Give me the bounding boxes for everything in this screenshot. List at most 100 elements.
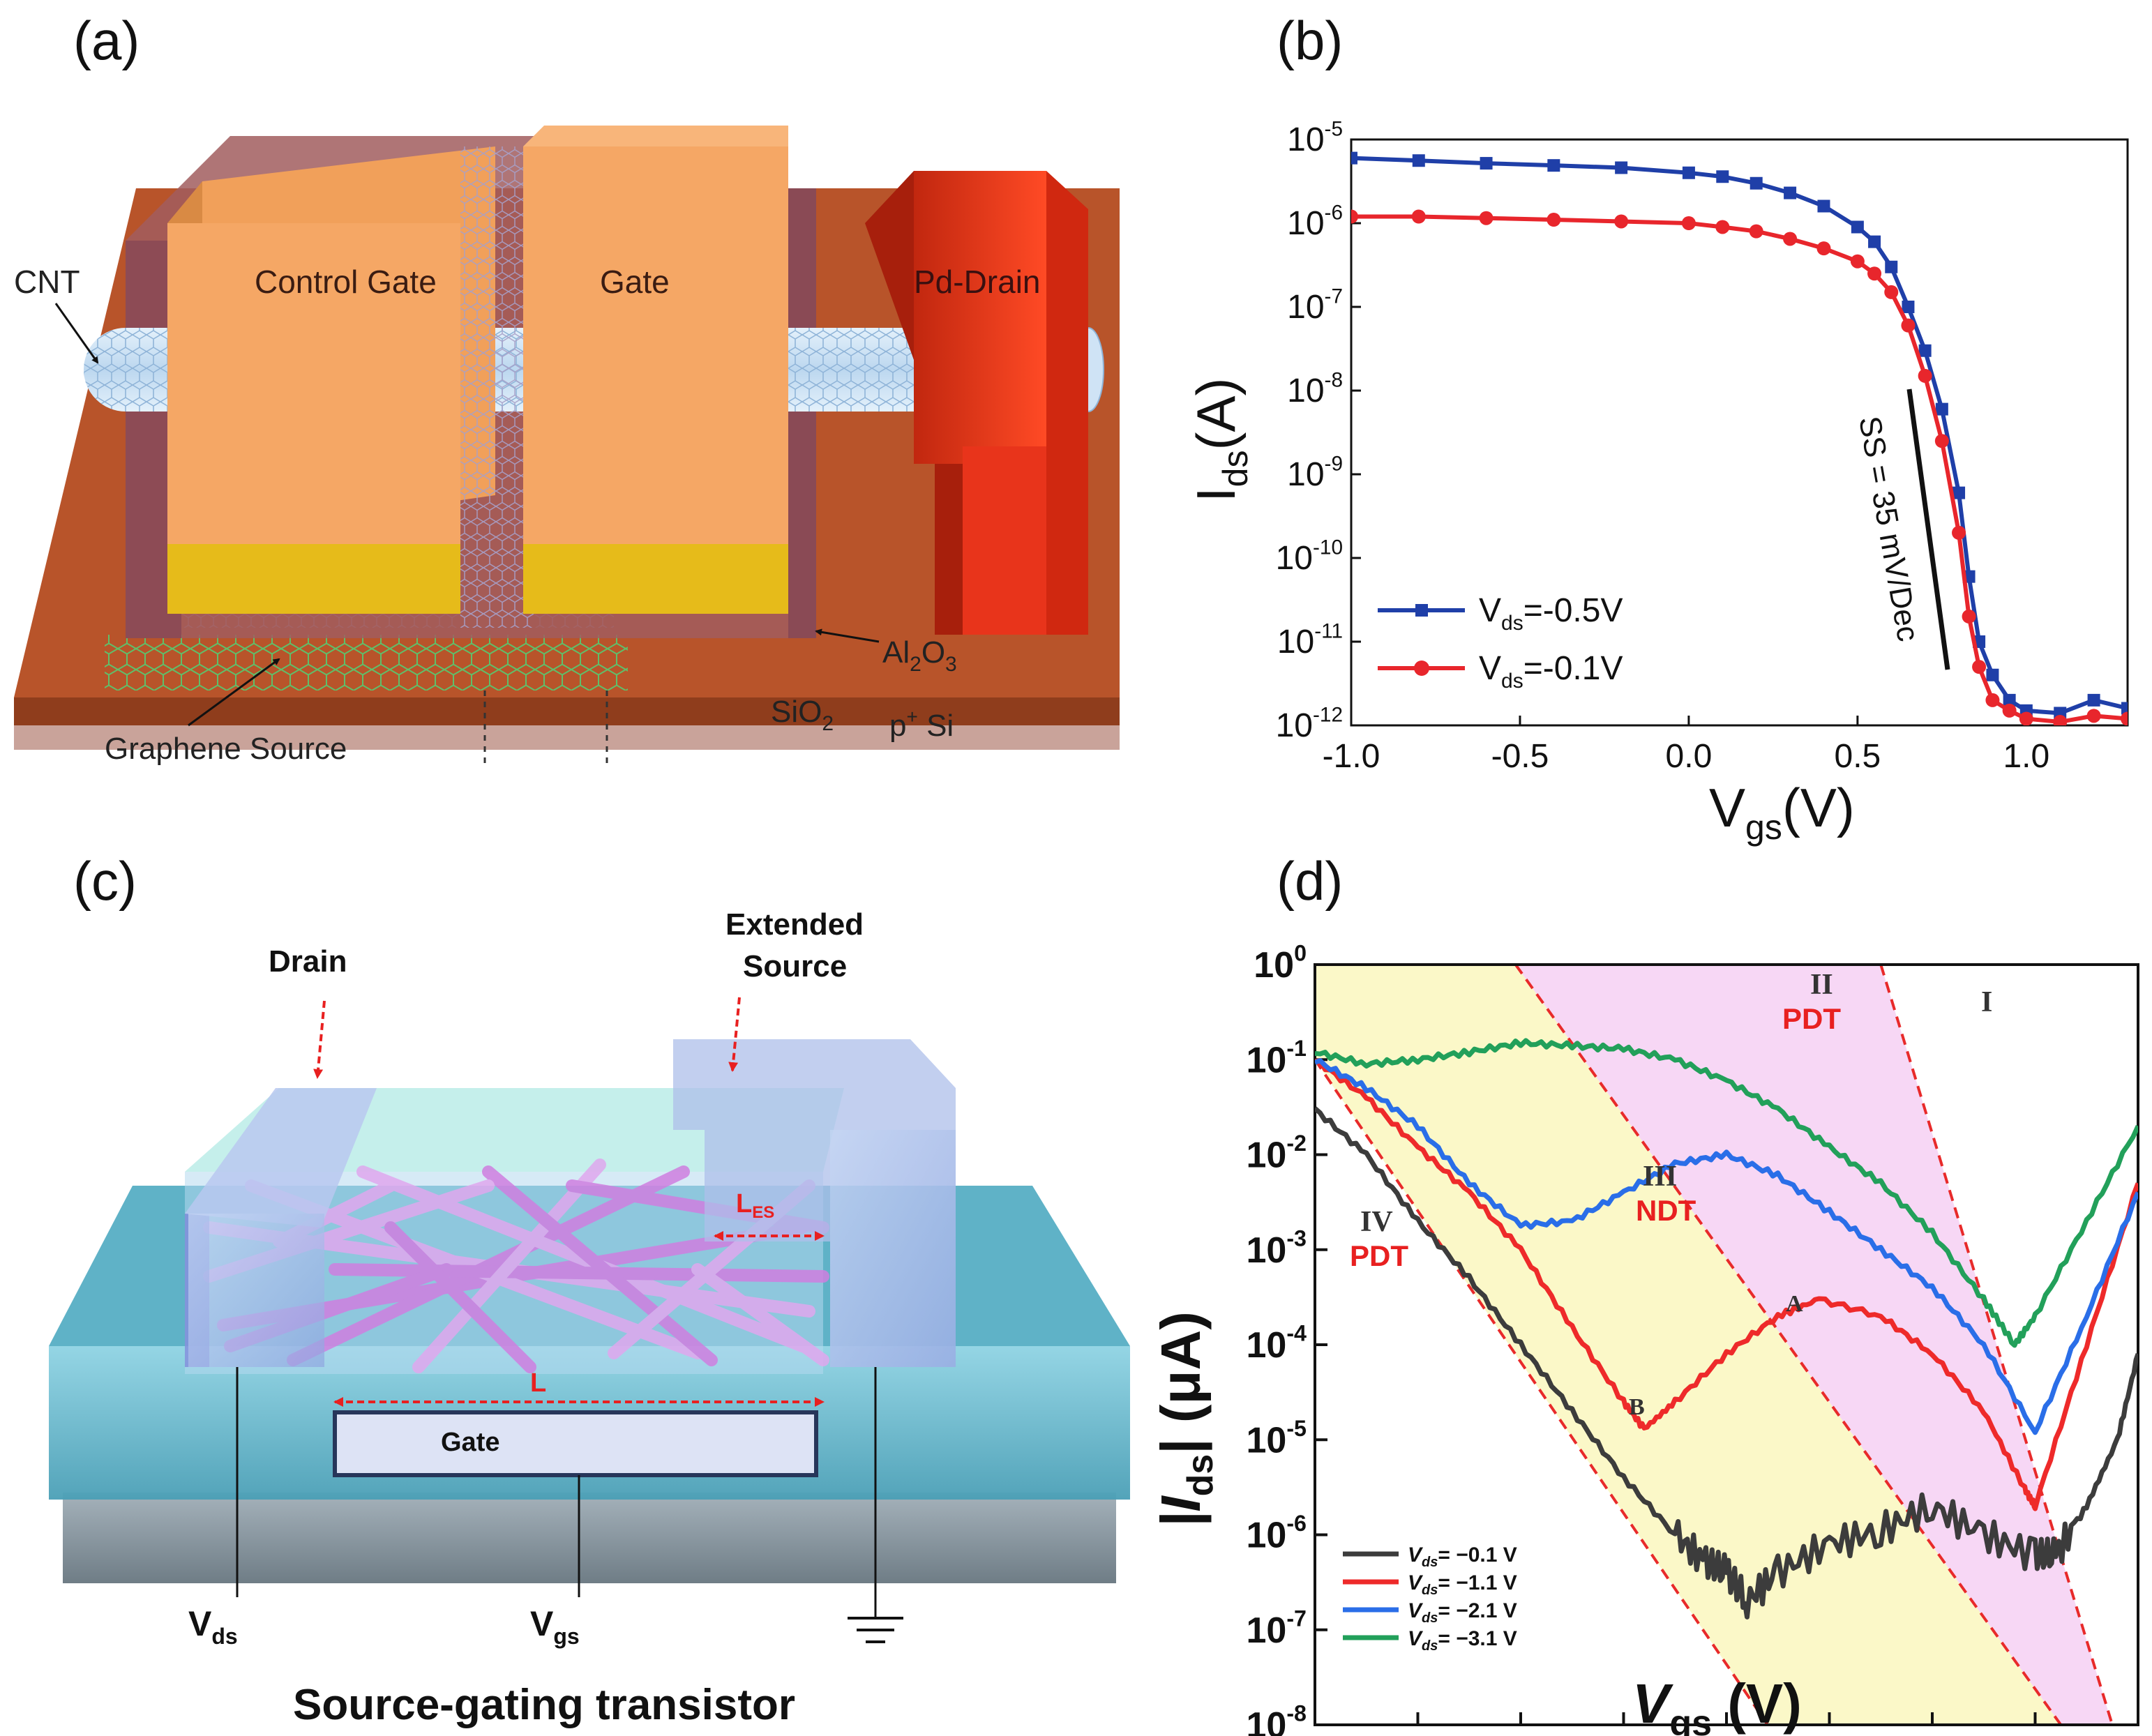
cnt-strand xyxy=(329,1263,829,1283)
region-boundary-3 xyxy=(1879,965,2114,1725)
data-point-b-2 xyxy=(1547,213,1561,227)
data-point-b-2 xyxy=(1962,609,1976,624)
gate-electrode xyxy=(333,1410,818,1477)
gate xyxy=(523,126,788,614)
data-point-b-2 xyxy=(1884,285,1899,299)
data-point-b-1 xyxy=(1784,186,1797,199)
cnt-strand xyxy=(412,1158,606,1373)
region-label-i: I xyxy=(1981,986,1992,1018)
gate-label: Gate xyxy=(600,264,670,300)
graphene-source xyxy=(105,635,628,690)
chart-b-frame xyxy=(1350,138,2129,727)
legend-label-d-4: Vds= −3.1 V xyxy=(1408,1627,1517,1654)
cnt-strand xyxy=(691,1263,829,1366)
sio2-front xyxy=(14,697,1120,725)
legend-marker-b-1 xyxy=(1415,604,1428,617)
series-line-d-4 xyxy=(1315,1038,2138,1348)
data-point-b-2 xyxy=(1614,214,1629,229)
data-point-b-2 xyxy=(1351,209,1358,224)
data-point-b-1 xyxy=(1918,344,1932,357)
drain-label: Drain xyxy=(269,944,347,979)
region-boundary-1 xyxy=(1315,1059,1769,1725)
chart-d-plot xyxy=(1315,1038,2138,1620)
series-line-d-2 xyxy=(1315,1058,2138,1511)
y-axis-label-b: Ids(A) xyxy=(1185,378,1255,502)
vgs-label: Vgs xyxy=(530,1604,580,1649)
data-point-b-2 xyxy=(2053,715,2068,725)
data-point-b-1 xyxy=(1351,151,1357,165)
point-a-label: A xyxy=(1786,1291,1803,1317)
panel-b: (b) -1.0 -0.5 0.0 0.5 1.0 10-5 10-6 10-7 10-8 10-… xyxy=(1185,10,2129,847)
y-axis-label-d: |Ids| (μA) xyxy=(1150,1311,1221,1527)
data-point-b-2 xyxy=(1749,224,1763,239)
extended-source-block xyxy=(673,1039,956,1367)
data-point-b-1 xyxy=(1902,301,1915,313)
sio2-label: SiO2 xyxy=(771,695,834,735)
les-label: LES xyxy=(736,1189,774,1222)
data-point-b-1 xyxy=(1868,235,1881,248)
y-tick-label-d: 10-2 xyxy=(1246,1131,1307,1175)
ground-symbol xyxy=(848,1617,903,1643)
y-tick-label-b: 10-11 xyxy=(1277,619,1343,661)
legend-label-b-2: Vds=-0.1V xyxy=(1479,650,1623,693)
data-point-b-2 xyxy=(2002,703,2017,718)
legend-label-d-2: Vds= −1.1 V xyxy=(1408,1571,1517,1598)
region-pink xyxy=(1515,965,2113,1725)
data-point-b-1 xyxy=(1851,220,1864,234)
y-tick-label-d: 10-6 xyxy=(1246,1511,1307,1555)
pd-drain-label: Pd-Drain xyxy=(914,264,1041,300)
x-tick-label-b: 0.0 xyxy=(1666,738,1713,775)
y-tick-label-d: 10-1 xyxy=(1246,1036,1307,1080)
x-tick-label-b: -1.0 xyxy=(1323,738,1380,775)
chart-b-plot xyxy=(1351,151,2128,725)
region-type-iv: PDT xyxy=(1350,1239,1408,1272)
y-tick-label-d: 10-7 xyxy=(1246,1606,1307,1650)
data-point-b-1 xyxy=(2087,693,2100,707)
y-tick-label-d: 100 xyxy=(1254,941,1307,986)
region-label-iv: IV xyxy=(1360,1206,1393,1238)
data-point-b-2 xyxy=(2086,709,2101,723)
y-tick-label-d: 10-3 xyxy=(1246,1225,1307,1270)
y-tick-label-b: 10-6 xyxy=(1287,201,1343,242)
data-point-b-1 xyxy=(1412,154,1425,167)
data-point-b-1 xyxy=(1986,668,1999,681)
data-point-b-2 xyxy=(1816,241,1831,256)
vds-label: Vds xyxy=(188,1604,238,1649)
x-tick-label-b: 0.5 xyxy=(1835,738,1881,775)
x-tick-label-b: 1.0 xyxy=(2003,738,2049,775)
gate-c-label: Gate xyxy=(441,1428,499,1457)
x-axis-label-d: Vgs (V) xyxy=(1632,1673,1802,1736)
data-point-b-2 xyxy=(1934,434,1949,448)
data-point-b-1 xyxy=(1480,157,1493,170)
legend-label-b-1: Vds=-0.5V xyxy=(1479,592,1623,635)
data-point-b-2 xyxy=(2121,711,2128,725)
region-type-iii: NDT xyxy=(1636,1194,1696,1227)
extended-label: Extended xyxy=(725,907,864,942)
x-axis-label-b: Vgs(V) xyxy=(1709,777,1855,847)
data-point-b-2 xyxy=(1681,216,1696,230)
data-point-b-1 xyxy=(1615,161,1628,174)
data-point-b-2 xyxy=(1972,660,1987,674)
panel-c: (c) Gate LES L Drain E xyxy=(49,850,1130,1729)
point-b-label: B xyxy=(1629,1394,1645,1420)
y-tick-label-d: 10-5 xyxy=(1246,1416,1307,1460)
graphene-source-label: Graphene Source xyxy=(105,732,347,766)
data-point-b-2 xyxy=(1867,266,1882,281)
substrate-base xyxy=(63,1493,1116,1583)
y-tick-label-b: 10-8 xyxy=(1287,368,1343,409)
region-type-ii: PDT xyxy=(1782,1002,1841,1035)
data-point-b-1 xyxy=(1682,166,1695,179)
panel-b-label: (b) xyxy=(1277,10,1343,71)
data-point-b-1 xyxy=(1885,260,1898,273)
data-point-b-1 xyxy=(1716,170,1729,183)
panel-c-label: (c) xyxy=(73,850,137,912)
legend-marker-b-2 xyxy=(1414,661,1429,676)
drain-block xyxy=(185,1088,377,1367)
y-tick-label-d: 10-4 xyxy=(1246,1321,1307,1366)
panel-d: (d) −4−3−2−10123410010-110-210-310-410-5… xyxy=(1150,850,2139,1736)
panel-d-label: (d) xyxy=(1277,850,1343,912)
data-point-b-2 xyxy=(1411,209,1426,224)
data-point-b-2 xyxy=(1479,211,1493,225)
data-point-b-2 xyxy=(1901,318,1916,333)
panel-c-caption: Source-gating transistor xyxy=(293,1681,795,1729)
